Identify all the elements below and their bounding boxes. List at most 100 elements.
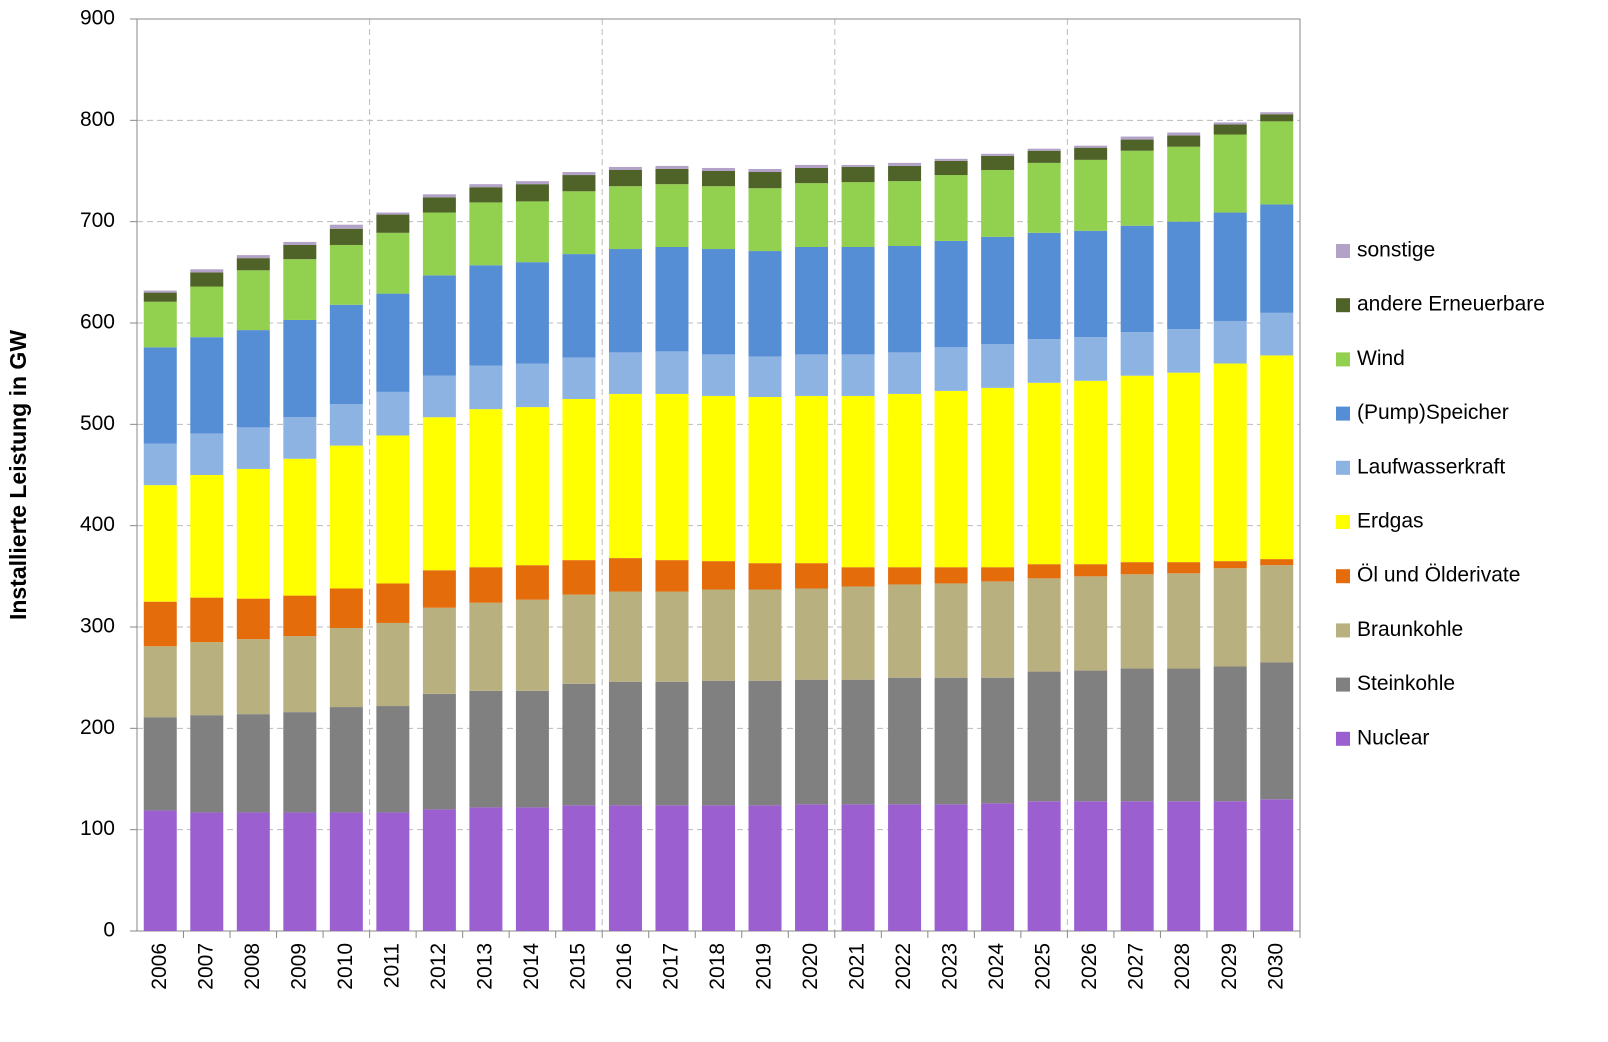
legend-label: (Pump)Speicher bbox=[1357, 401, 1509, 424]
x-tick-label: 2010 bbox=[334, 943, 357, 990]
bar-segment bbox=[329, 445, 363, 589]
bar-segment bbox=[376, 391, 410, 436]
bar-segment bbox=[1027, 150, 1061, 163]
bar-segment bbox=[702, 561, 735, 590]
legend-label: Erdgas bbox=[1357, 510, 1424, 533]
bar-segment bbox=[376, 435, 410, 584]
bar-segment bbox=[934, 390, 968, 568]
bar-segment bbox=[1074, 337, 1108, 381]
x-tick-label: 2017 bbox=[660, 943, 683, 990]
bar-segment bbox=[748, 188, 782, 252]
bar-segment bbox=[422, 194, 456, 198]
bar-segment bbox=[1120, 139, 1154, 151]
bar-segment bbox=[469, 187, 503, 203]
bar-segment bbox=[1027, 382, 1061, 565]
bar-segment bbox=[1213, 561, 1247, 569]
bar-segment bbox=[795, 183, 829, 247]
bar-segment bbox=[608, 166, 642, 170]
bar-segment bbox=[1120, 332, 1154, 376]
bar-segment bbox=[469, 202, 503, 266]
bar-segment bbox=[748, 563, 782, 590]
bar-segment bbox=[422, 212, 456, 276]
bar-segment bbox=[1074, 147, 1108, 160]
bar-segment bbox=[329, 588, 363, 629]
bar-segment bbox=[702, 354, 735, 396]
bar-segment bbox=[934, 158, 968, 161]
bar-segment bbox=[1260, 112, 1294, 115]
bar-segment bbox=[888, 584, 922, 678]
bar-segment bbox=[376, 214, 410, 233]
bar-segment bbox=[1260, 799, 1294, 931]
bar-segment bbox=[422, 275, 456, 376]
bar-segment bbox=[1027, 801, 1061, 931]
bar-segment bbox=[702, 186, 735, 250]
bar-segment bbox=[981, 169, 1015, 237]
bar-segment bbox=[888, 567, 922, 585]
x-tick-label: 2024 bbox=[985, 943, 1008, 990]
bar-segment bbox=[562, 594, 596, 684]
bar-segment bbox=[1260, 121, 1294, 205]
bar-segment bbox=[1213, 320, 1247, 364]
bar-segment bbox=[1167, 329, 1201, 373]
bar-segment bbox=[376, 812, 410, 931]
bar-segment bbox=[236, 812, 270, 931]
bar-segment bbox=[981, 581, 1015, 678]
bar-segment bbox=[608, 558, 642, 592]
bar-segment bbox=[1120, 562, 1154, 575]
bar-segment bbox=[981, 677, 1015, 804]
bar-segment bbox=[190, 286, 224, 338]
bar-segment bbox=[888, 393, 922, 568]
bar-segment bbox=[143, 646, 177, 718]
legend-label: Laufwasserkraft bbox=[1357, 455, 1505, 478]
bar-segment bbox=[236, 270, 270, 331]
bar-segment bbox=[236, 330, 270, 428]
bar-segment bbox=[143, 485, 177, 602]
bar-segment bbox=[1260, 312, 1294, 356]
bar-segment bbox=[422, 375, 456, 418]
bar-segment bbox=[143, 601, 177, 647]
bar-segment bbox=[469, 365, 503, 410]
bar-segment bbox=[190, 433, 224, 475]
bar-segment bbox=[329, 244, 363, 305]
bar-segment bbox=[283, 458, 317, 596]
bar-segment bbox=[1074, 230, 1108, 338]
bar-segment bbox=[1213, 124, 1247, 135]
bar-segment bbox=[1074, 564, 1108, 577]
x-tick-label: 2019 bbox=[753, 943, 776, 990]
bar-segment bbox=[515, 262, 549, 364]
bar-segment bbox=[143, 292, 177, 302]
bar-segment bbox=[1260, 355, 1294, 560]
legend-swatch bbox=[1336, 569, 1350, 584]
x-tick-label: 2022 bbox=[892, 943, 915, 990]
x-tick-label: 2009 bbox=[287, 943, 310, 990]
x-tick-label: 2020 bbox=[799, 943, 822, 990]
x-tick-label: 2016 bbox=[613, 943, 636, 990]
bar-segment bbox=[283, 812, 317, 931]
bar-segment bbox=[1074, 380, 1108, 565]
bar-segment bbox=[1167, 562, 1201, 574]
bar-segment bbox=[1027, 564, 1061, 579]
bar-segment bbox=[1167, 221, 1201, 330]
bar-segment bbox=[841, 164, 875, 167]
bar-segment bbox=[1213, 363, 1247, 562]
bar-segment bbox=[841, 182, 875, 247]
bar-segment bbox=[934, 804, 968, 931]
bar-segment bbox=[1167, 573, 1201, 669]
bar-segment bbox=[283, 244, 317, 260]
bar-segment bbox=[1260, 204, 1294, 313]
bar-segment bbox=[1167, 801, 1201, 931]
bar-segment bbox=[1260, 565, 1294, 663]
bar-segment bbox=[748, 805, 782, 931]
bar-segment bbox=[376, 583, 410, 623]
bar-segment bbox=[190, 642, 224, 716]
bar-segment bbox=[1120, 668, 1154, 802]
bar-segment bbox=[515, 181, 549, 185]
bar-segment bbox=[1213, 666, 1247, 802]
bar-segment bbox=[1027, 162, 1061, 233]
bar-segment bbox=[748, 251, 782, 357]
bar-segment bbox=[702, 395, 735, 562]
bar-segment bbox=[748, 589, 782, 681]
bar-segment bbox=[329, 404, 363, 446]
bar-segment bbox=[469, 690, 503, 808]
x-tick-label: 2012 bbox=[427, 943, 450, 990]
